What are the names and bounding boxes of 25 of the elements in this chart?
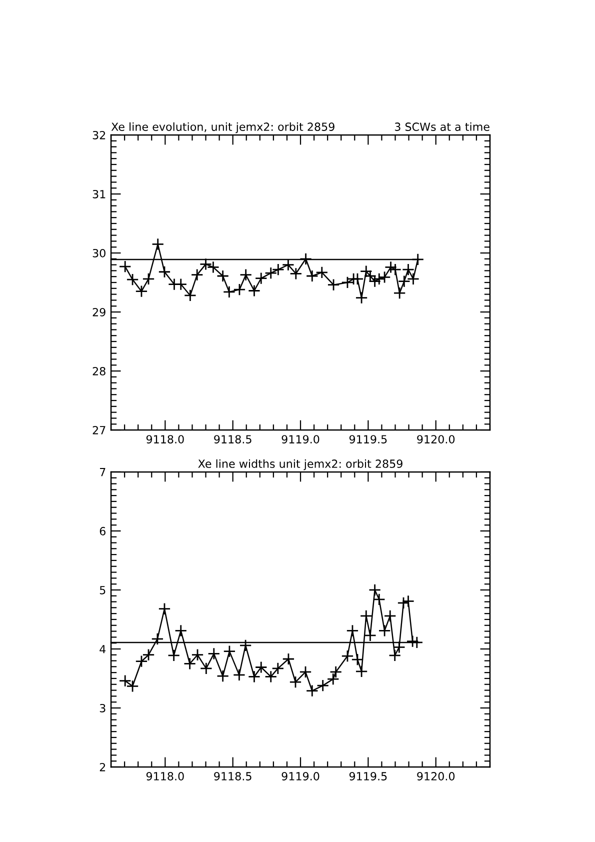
y-tick-label: 3 <box>100 704 106 712</box>
y-tick-label: 4 <box>100 645 106 654</box>
y-tick-label: 28 <box>92 366 106 376</box>
y-tick-label: 6 <box>100 526 106 536</box>
x-tick-label: 9118.0 <box>146 435 184 444</box>
x-tick-label: 9118.5 <box>214 435 252 444</box>
y-tick-label: 29 <box>92 308 106 316</box>
x-tick-label: 9118.5 <box>214 772 252 780</box>
y-tick-label: 32 <box>92 130 106 140</box>
x-tick-label: 9119.5 <box>349 435 387 444</box>
y-tick-label: 27 <box>92 426 106 434</box>
x-tick-label: 9120.0 <box>417 435 455 444</box>
y-tick-label: 31 <box>92 190 106 198</box>
x-tick-label: 9118.0 <box>146 772 184 780</box>
y-tick-label: 30 <box>92 248 106 258</box>
x-tick-label: 9119.5 <box>349 772 387 780</box>
y-tick-label: 5 <box>100 586 106 594</box>
x-tick-label: 9120.0 <box>417 772 455 780</box>
chart-subtitle: 3 SCWs at a time <box>394 122 490 131</box>
chart-title: Xe line widths unit jemx2: orbit 2859 <box>198 459 402 470</box>
y-tick-label: 2 <box>100 762 106 772</box>
chart-title: Xe line evolution, unit jemx2: orbit 2859 <box>111 122 334 134</box>
x-tick-label: 9119.0 <box>282 435 320 444</box>
y-tick-label: 7 <box>100 468 106 476</box>
x-tick-label: 9119.0 <box>282 772 320 780</box>
